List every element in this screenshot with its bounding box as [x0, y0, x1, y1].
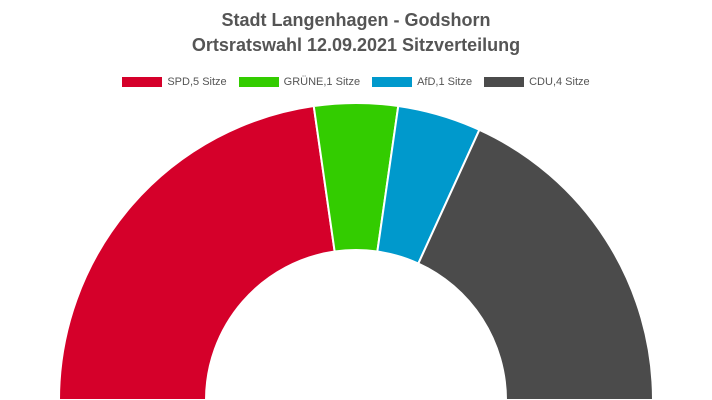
chart-subtitle: Ortsratswahl 12.09.2021 Sitzverteilung — [191, 35, 521, 55]
seat-segment-cdu[interactable] — [417, 128, 654, 400]
legend-swatch-gruene — [238, 77, 279, 87]
legend-swatch-spd — [122, 77, 163, 87]
legend-label-gruene: GRÜNE,1 Sitze — [283, 76, 361, 88]
legend-item-afd[interactable]: AfD,1 Sitze — [372, 76, 472, 88]
legend-item-spd[interactable]: SPD,5 Sitze — [122, 76, 227, 88]
legend-label-afd: AfD,1 Sitze — [417, 76, 473, 88]
legend-item-gruene[interactable]: GRÜNE,1 Sitze — [238, 76, 361, 88]
legend-item-cdu[interactable]: CDU,4 Sitze — [484, 76, 590, 88]
legend: SPD,5 Sitze GRÜNE,1 Sitze AfD,1 Sitze CD… — [0, 76, 712, 88]
legend-swatch-cdu — [484, 77, 525, 87]
legend-swatch-afd — [372, 77, 413, 87]
chart-title: Stadt Langenhagen - Godshorn — [221, 10, 491, 30]
seat-segment-spd[interactable] — [58, 105, 336, 400]
legend-label-spd: SPD,5 Sitze — [167, 76, 227, 88]
legend-label-cdu: CDU,4 Sitze — [529, 76, 590, 88]
